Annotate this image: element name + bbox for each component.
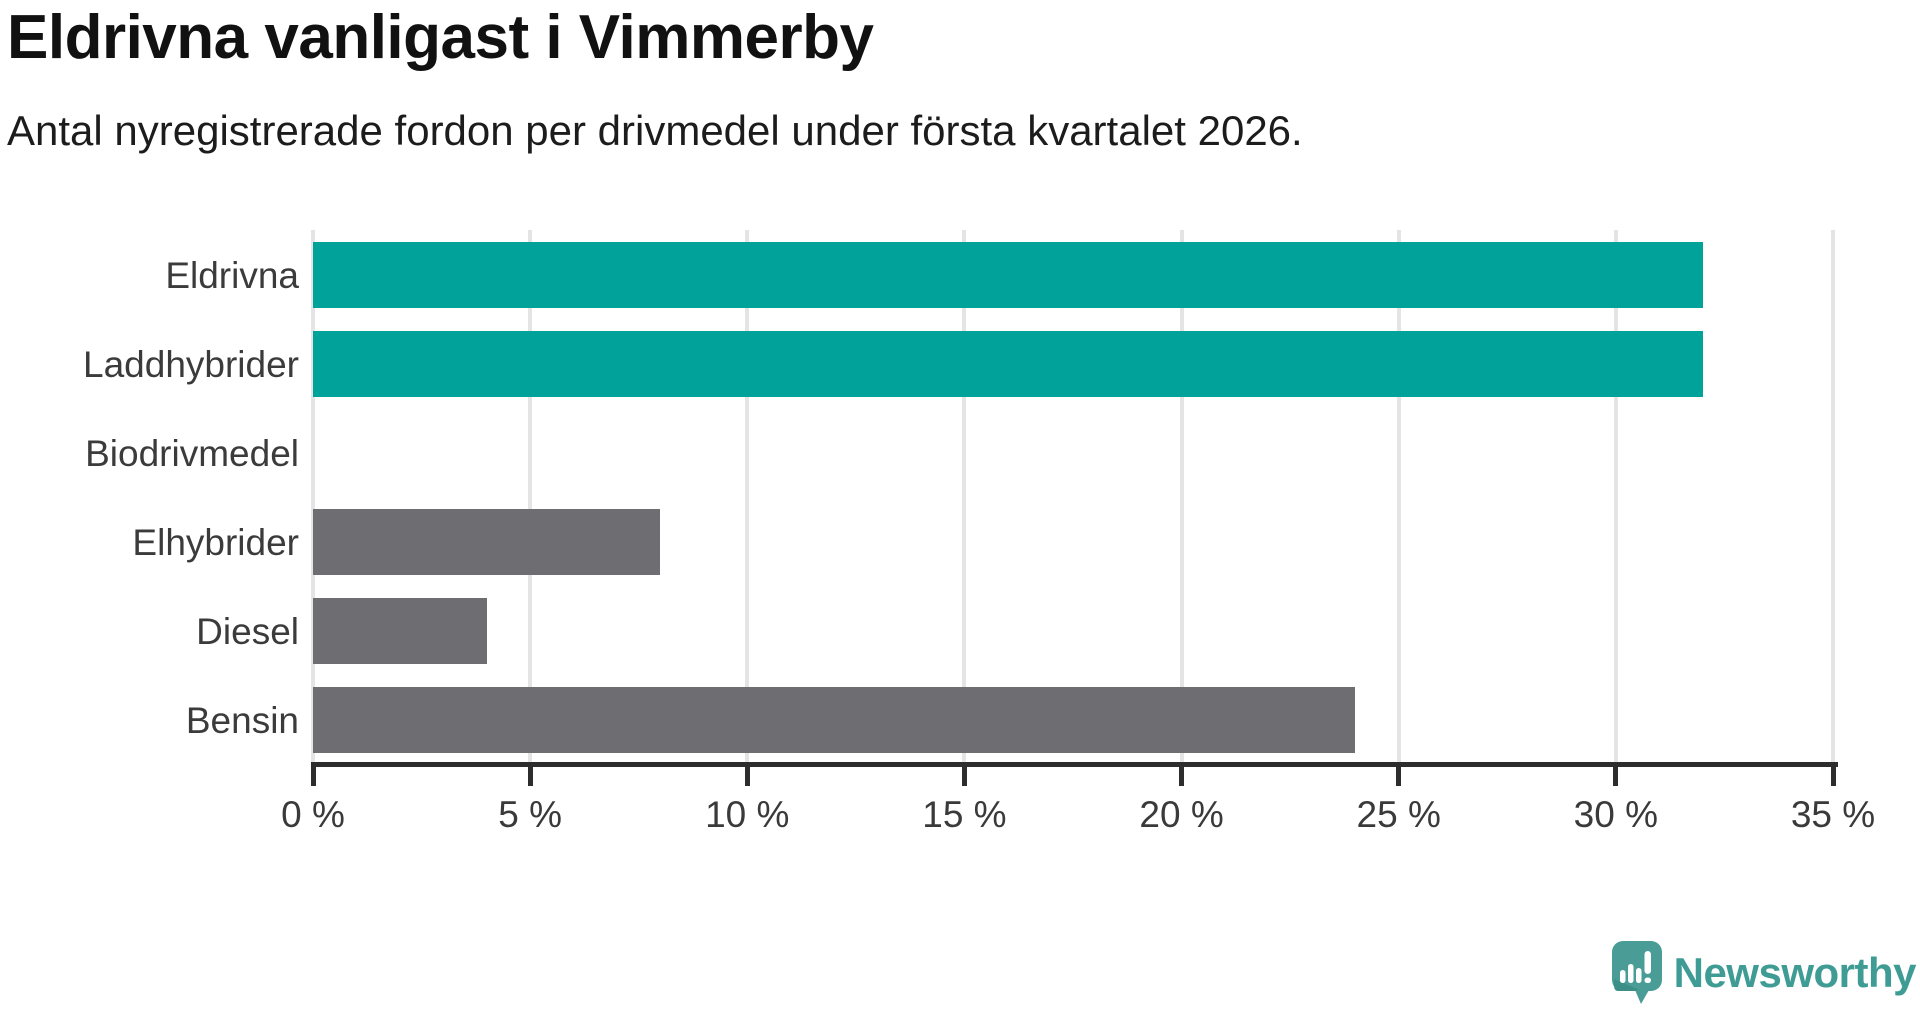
x-axis-tick-label-30: 30 % [1573, 794, 1659, 835]
bar-eldrivna [313, 241, 1703, 308]
category-label-biodrivmedel: Biodrivmedel [85, 432, 299, 474]
x-axis-tick-label-35: 35 % [1790, 794, 1876, 835]
chart-title: Eldrivna vanligast i Vimmerby [7, 3, 874, 72]
category-label-laddhybrider: Laddhybrider [83, 343, 299, 385]
x-axis-tick-label-10: 10 % [705, 794, 790, 835]
gridline-20 [1179, 230, 1184, 764]
bar-bensin [313, 686, 1356, 753]
gridline-0 [311, 230, 315, 764]
plot-area [311, 230, 1835, 764]
bar-elhybrider [313, 508, 661, 575]
newsworthy-logo: Newsworthy [1611, 941, 1917, 1005]
x-axis-tick-label-25: 25 % [1356, 794, 1441, 835]
x-axis-tick-15 [961, 764, 967, 786]
x-axis-line [311, 762, 1838, 767]
x-axis-tick-5 [527, 764, 533, 786]
category-label-eldrivna: Eldrivna [165, 254, 299, 296]
x-axis-tick-label-15: 15 % [922, 794, 1007, 835]
gridline-5 [528, 230, 533, 764]
bar-laddhybrider [313, 330, 1703, 397]
x-axis-tick-30 [1613, 764, 1619, 786]
x-axis-tick-label-20: 20 % [1139, 794, 1224, 835]
gridline-15 [962, 230, 967, 764]
gridline-25 [1396, 230, 1401, 764]
x-axis-tick-35 [1830, 764, 1836, 786]
gridline-10 [745, 230, 750, 764]
newsworthy-logo-icon [1611, 941, 1662, 1004]
x-axis-tick-0 [310, 764, 316, 786]
category-label-diesel: Diesel [196, 610, 299, 652]
category-label-elhybrider: Elhybrider [132, 521, 299, 563]
x-axis-tick-label-0: 0 % [281, 794, 345, 835]
x-axis-tick-20 [1179, 764, 1185, 786]
x-axis-tick-10 [744, 764, 750, 786]
x-axis-tick-25 [1396, 764, 1402, 786]
gridline-35 [1831, 230, 1835, 764]
gridline-30 [1613, 230, 1618, 764]
newsworthy-logo-text: Newsworthy [1673, 949, 1917, 996]
x-axis-tick-label-5: 5 % [498, 794, 563, 835]
chart-subtitle: Antal nyregistrerade fordon per drivmede… [7, 107, 1303, 154]
bar-diesel [313, 597, 487, 664]
category-label-bensin: Bensin [185, 699, 299, 741]
